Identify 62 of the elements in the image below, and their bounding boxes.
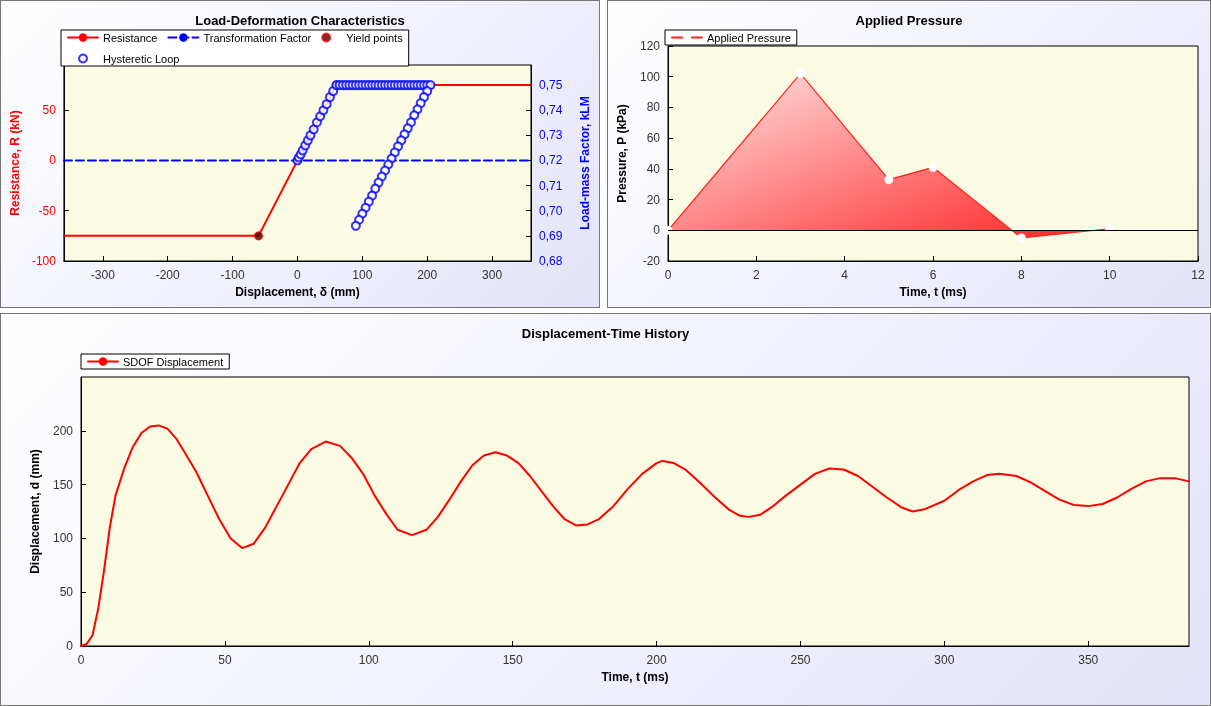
y2-tick-label: 0,72 xyxy=(539,153,563,168)
x-tick-label: 350 xyxy=(1078,653,1099,667)
chart-title: Applied Pressure xyxy=(855,13,963,28)
y2-tick-label: 0,69 xyxy=(539,228,563,243)
y-axis-title: Pressure, P (kPa) xyxy=(615,104,629,203)
legend-label: Resistance xyxy=(103,31,158,44)
x-tick-label: 12 xyxy=(1191,268,1205,282)
y-tick-label: 50 xyxy=(42,103,57,118)
x-tick-label: 300 xyxy=(934,653,955,667)
x-tick-label: 10 xyxy=(1102,268,1117,282)
y-tick-label: 50 xyxy=(59,585,74,600)
x-tick-label: -200 xyxy=(155,268,181,282)
x-tick-label: 8 xyxy=(1017,268,1025,282)
x-tick-label: -300 xyxy=(90,268,116,282)
x-axis-title: Displacement, δ (mm) xyxy=(235,284,360,299)
y-tick-label: 100 xyxy=(639,69,661,84)
legend-label: Yield points xyxy=(346,31,404,44)
x-tick-label: 100 xyxy=(358,653,380,667)
x-tick-label: 0 xyxy=(294,268,302,282)
y-tick-label: 60 xyxy=(646,131,661,146)
x-tick-label: 200 xyxy=(417,268,438,282)
legend-label: Hysteretic Loop xyxy=(103,52,180,65)
y-axis-title: Displacement, d (mm) xyxy=(28,449,42,574)
y-tick-label: 0 xyxy=(49,153,57,168)
y-tick-label: 0 xyxy=(653,223,661,238)
x-axis-title: Time, t (ms) xyxy=(601,669,669,684)
x-tick-label: 100 xyxy=(352,268,373,282)
y2-tick-label: 0,73 xyxy=(539,128,563,143)
y2-tick-label: 0,74 xyxy=(539,103,563,118)
x-tick-label: 250 xyxy=(790,653,811,667)
y-tick-label: 40 xyxy=(646,161,661,176)
y2-tick-label: 0,75 xyxy=(539,78,563,93)
y2-tick-label: 0,71 xyxy=(539,178,563,193)
legend-label: Transformation Factor xyxy=(203,31,312,44)
x-tick-label: 6 xyxy=(929,268,937,282)
legend-label: SDOF Displacement xyxy=(123,355,224,368)
y-tick-label: 80 xyxy=(646,100,661,115)
y-tick-label: 100 xyxy=(52,531,74,546)
y-tick-label: 150 xyxy=(52,477,74,492)
x-tick-label: 0 xyxy=(664,268,672,282)
y-tick-label: 0 xyxy=(66,639,74,653)
chart-title: Displacement-Time History xyxy=(521,326,690,341)
x-tick-label: 50 xyxy=(218,653,232,667)
x-tick-label: -100 xyxy=(220,268,245,282)
x-tick-label: 2 xyxy=(752,268,760,282)
y-tick-label: -20 xyxy=(642,254,661,268)
y2-tick-label: 0,68 xyxy=(539,254,563,268)
y-tick-label: 20 xyxy=(646,192,661,207)
y2-tick-label: 0,70 xyxy=(539,203,563,218)
x-tick-label: 300 xyxy=(482,268,503,282)
y-tick-label: 200 xyxy=(52,423,74,438)
x-tick-label: 150 xyxy=(502,653,524,667)
y-axis-title: Resistance, R (kN) xyxy=(8,110,22,216)
x-axis-title: Time, t (ms) xyxy=(899,284,967,299)
x-tick-label: 4 xyxy=(841,268,849,282)
y-tick-label: 120 xyxy=(639,39,661,53)
y-tick-label: -100 xyxy=(31,254,57,268)
y2-axis-title: Load-mass Factor, kLM xyxy=(578,96,592,230)
chart-title: Load-Deformation Characteristics xyxy=(195,13,405,28)
y-tick-label: -50 xyxy=(38,203,57,218)
x-tick-label: 0 xyxy=(77,653,85,667)
legend-label: Applied Pressure xyxy=(707,31,791,44)
